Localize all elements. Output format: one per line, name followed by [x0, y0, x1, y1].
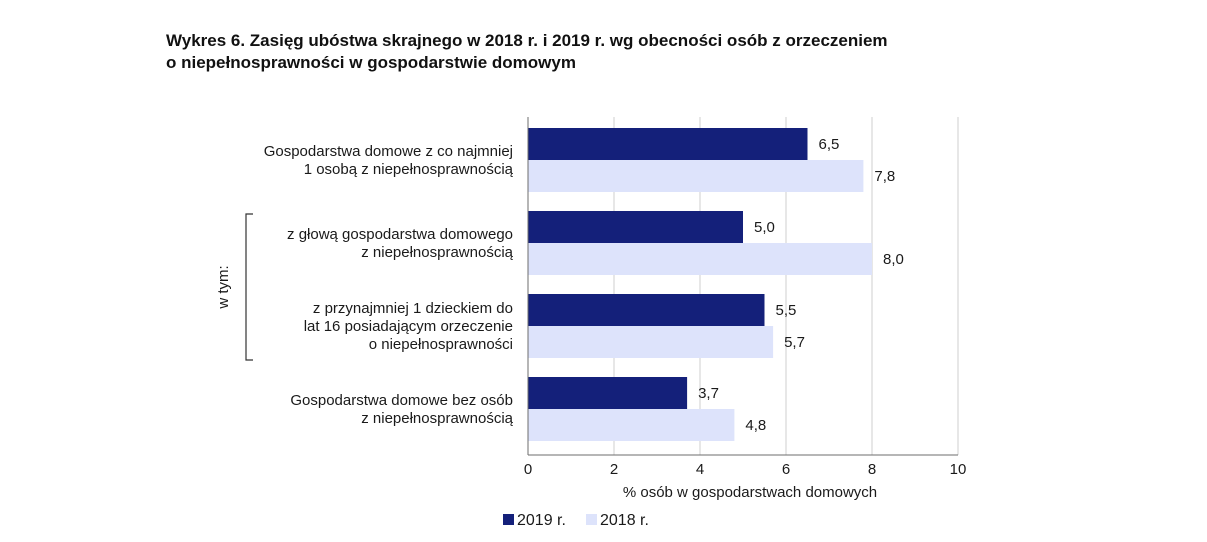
x-tick-label-4: 4 [696, 461, 704, 478]
x-tick-label-6: 6 [782, 461, 790, 478]
value-label-2019-cat-2: 5,0 [754, 219, 775, 236]
bar-2018-cat-1 [528, 160, 864, 192]
category-label-1-line-2: 1 osobą z niepełnosprawnością [304, 161, 514, 178]
legend-label-2018: 2018 r. [600, 512, 649, 529]
value-label-2019-cat-4: 3,7 [698, 385, 719, 402]
chart-title-line-1: Wykres 6. Zasięg ubóstwa skrajnego w 201… [166, 31, 888, 50]
category-label-3-line-3: o niepełnosprawności [369, 336, 513, 353]
bar-2019-cat-4 [528, 377, 688, 409]
bar-2019-cat-3 [528, 294, 765, 326]
category-label-2-line-2: z niepełnosprawnością [361, 244, 513, 261]
bar-2018-cat-2 [528, 243, 872, 275]
x-tick-label-0: 0 [524, 461, 532, 478]
legend-swatch-2018 [586, 514, 597, 525]
bar-2019-cat-1 [528, 128, 808, 160]
group-bracket [245, 213, 253, 361]
value-label-2019-cat-1: 6,5 [819, 136, 840, 153]
category-label-4-line-1: Gospodarstwa domowe bez osób [290, 392, 513, 409]
category-label-1-line-1: Gospodarstwa domowe z co najmniej [264, 143, 513, 160]
value-label-2019-cat-3: 5,5 [776, 302, 797, 319]
legend-label-2019: 2019 r. [517, 512, 566, 529]
category-label-2-line-1: z głową gospodarstwa domowego [287, 226, 513, 243]
bar-2019-cat-2 [528, 211, 743, 243]
value-label-2018-cat-2: 8,0 [883, 251, 904, 268]
group-label-w-tym: w tym: [215, 265, 232, 309]
x-tick-label-10: 10 [950, 461, 967, 478]
category-label-3-line-1: z przynajmniej 1 dzieckiem do [313, 300, 513, 317]
bar-2018-cat-3 [528, 326, 774, 358]
category-label-4-line-2: z niepełnosprawnością [361, 410, 513, 427]
category-label-3-line-2: lat 16 posiadającym orzeczenie [304, 318, 513, 335]
value-label-2018-cat-1: 7,8 [874, 168, 895, 185]
x-tick-label-8: 8 [868, 461, 876, 478]
chart-title-line-2: o niepełnosprawności w gospodarstwie dom… [166, 53, 576, 72]
x-axis-title: % osób w gospodarstwach domowych [623, 484, 877, 501]
legend-swatch-2019 [503, 514, 514, 525]
value-label-2018-cat-3: 5,7 [784, 334, 805, 351]
chart-title: Wykres 6. Zasięg ubóstwa skrajnego w 201… [166, 30, 986, 74]
bar-2018-cat-4 [528, 409, 735, 441]
x-tick-label-2: 2 [610, 461, 618, 478]
value-label-2018-cat-4: 4,8 [745, 417, 766, 434]
